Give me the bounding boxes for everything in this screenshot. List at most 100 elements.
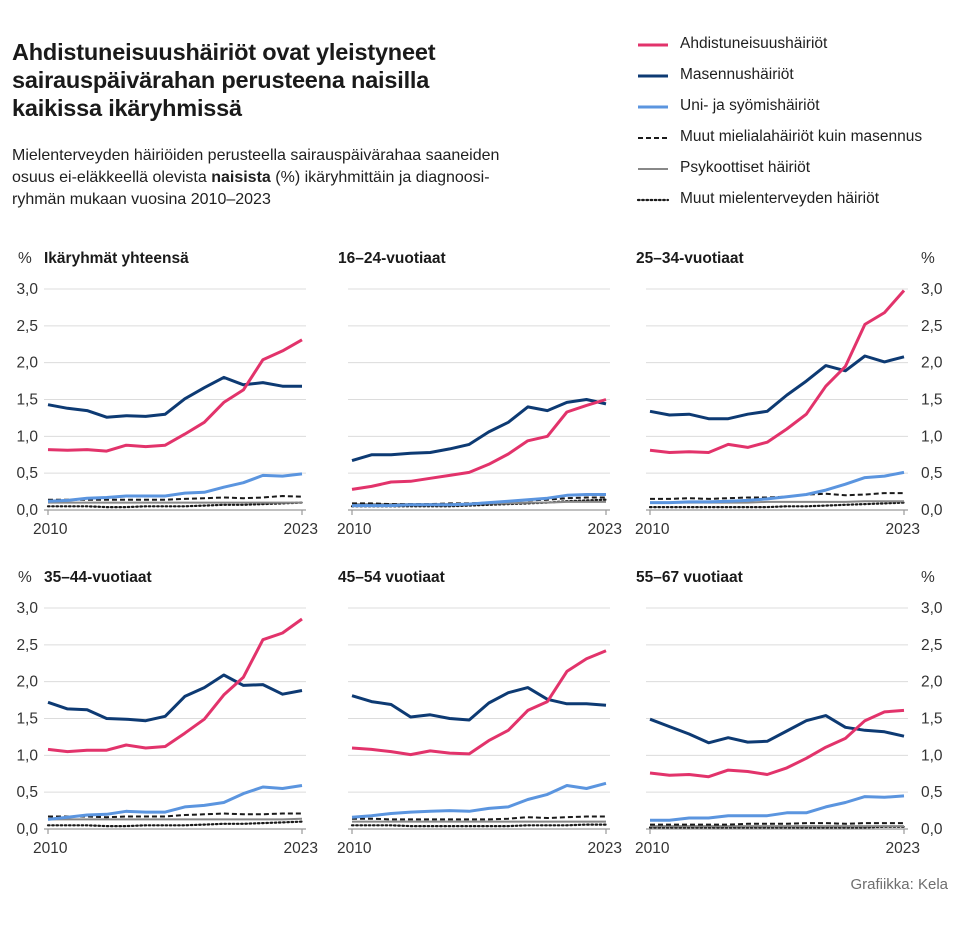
series-line-muut-mielenterveyden-häiriöt [648, 501, 906, 509]
series-line-masennushäiriöt [649, 354, 905, 421]
legend: Ahdistuneisuushäiriöt Masennushäiriöt Uni-… [636, 34, 956, 220]
legend-label: Masennushäiriöt [680, 66, 794, 83]
panel-title: 25–34-vuotiaat [636, 250, 744, 267]
series-line-muut-mielialahäiriöt-kuin-masennus [650, 822, 904, 826]
y-tick-label: 3,0 [16, 600, 38, 617]
subtitle-line: Mielenterveyden häiriöiden perusteella s… [12, 145, 612, 167]
series-line-masennushäiriöt [351, 686, 607, 722]
subtitle-text: osuus ei-eläkkeellä olevista [12, 169, 212, 186]
series-line-muut-mielenterveyden-häiriöt [648, 825, 906, 829]
legend-swatch [638, 137, 668, 139]
y-tick-label: 1,0 [921, 747, 943, 764]
x-tick-label: 2010 [337, 521, 372, 538]
y-tick-label: 2,0 [921, 674, 943, 691]
series-line-muut-mielialahäiriöt-kuin-masennus [48, 812, 302, 819]
y-tick-label: 2,5 [16, 637, 38, 654]
x-tick-label: 2010 [33, 521, 68, 538]
subtitle-emphasis: naisista [211, 169, 271, 186]
y-tick-label: 2,5 [921, 637, 943, 654]
panel-title: 55–67 vuotiaat [636, 569, 743, 586]
y-tick-label: 0,0 [921, 502, 943, 519]
x-tick-label: 2010 [635, 521, 670, 538]
legend-label: Ahdistuneisuushäiriöt [680, 35, 828, 52]
y-tick-label: 0,5 [921, 784, 943, 801]
series-line-masennushäiriöt [649, 714, 905, 745]
series-line-ahdistuneisuushäiriöt [649, 289, 906, 454]
series-line-muut-mielialahäiriöt-kuin-masennus [650, 492, 904, 500]
legend-swatch [638, 43, 668, 47]
unit-label: % [18, 569, 32, 586]
x-tick-label: 2023 [284, 521, 318, 538]
y-tick-label: 0,0 [16, 502, 38, 519]
y-tick-label: 1,5 [921, 392, 943, 409]
panel-title: 45–54 vuotiaat [338, 569, 445, 586]
series-line-uni-ja-syömishäiriöt [47, 472, 303, 503]
series-line-ahdistuneisuushäiriöt [351, 398, 607, 491]
series-line-muut-mielenterveyden-häiriöt [350, 823, 608, 828]
panel-title: 35–44-vuotiaat [44, 569, 152, 586]
series-line-masennushäiriöt [351, 398, 607, 463]
y-tick-label: 0,5 [16, 465, 38, 482]
legend-item: Uni- ja syömishäiriöt [636, 96, 956, 127]
main-title: Ahdistuneisuushäiriöt ovat yleistyneet s… [12, 38, 572, 122]
legend-swatch [638, 105, 668, 109]
series-line-muut-mielenterveyden-häiriöt [46, 501, 304, 509]
legend-swatch [636, 198, 670, 202]
y-tick-label: 1,5 [921, 711, 943, 728]
y-tick-label: 1,0 [16, 747, 38, 764]
y-tick-label: 3,0 [921, 600, 943, 617]
y-tick-label: 2,5 [16, 318, 38, 335]
title-line: sairauspäivärahan perusteena naisilla [12, 67, 430, 93]
title-line: Ahdistuneisuushäiriöt ovat yleistyneet [12, 39, 436, 65]
y-tick-label: 2,0 [921, 355, 943, 372]
chart-panel-1: 0,0 0,5 1,0 1,5 2,0 2,5 3,0% Ikäryhmät yhteensä… [16, 250, 318, 538]
x-tick-label: 2010 [33, 840, 68, 857]
subtitle-line: ryhmän mukaan vuosina 2010–2023 [12, 189, 612, 211]
series-line-muut-mielialahäiriöt-kuin-masennus [352, 815, 606, 821]
unit-label: % [921, 569, 935, 586]
x-tick-label: 2023 [886, 521, 920, 538]
legend-label: Muut mielenterveyden häiriöt [680, 190, 880, 207]
series-line-uni-ja-syömishäiriöt [351, 781, 607, 819]
y-tick-label: 3,0 [16, 281, 38, 298]
legend-swatch [638, 74, 668, 78]
y-tick-label: 2,0 [16, 355, 38, 372]
y-tick-label: 1,5 [16, 392, 38, 409]
credit: Grafiikka: Kela [850, 876, 948, 893]
x-tick-label: 2023 [588, 840, 622, 857]
legend-item: Muut mielenterveyden häiriöt [636, 189, 956, 220]
panel-title: 16–24-vuotiaat [338, 250, 446, 267]
chart-panel-2: 16–24-vuotiaat 2010 2023 [337, 250, 622, 538]
y-tick-label: 2,0 [16, 674, 38, 691]
legend-label: Muut mielialahäiriöt kuin masennus [680, 128, 923, 145]
y-tick-label: 0,5 [921, 465, 943, 482]
chart-panel-6: 0,0 0,5 1,0 1,5 2,0 2,5 3,0% 55–67 vuotiaat 2010… [635, 569, 943, 857]
series-line-ahdistuneisuushäiriöt [47, 617, 303, 754]
series-line-uni-ja-syömishäiriöt [47, 784, 303, 821]
series-line-psykoottiset-häiriöt [48, 817, 303, 821]
legend-item: Ahdistuneisuushäiriöt [636, 34, 956, 65]
chart-panel-5: 45–54 vuotiaat 2010 2023 [337, 569, 622, 857]
x-tick-label: 2023 [886, 840, 920, 857]
y-tick-label: 1,0 [921, 428, 943, 445]
series-line-masennushäiriöt [47, 375, 302, 419]
legend-item: Masennushäiriöt [636, 65, 956, 96]
legend-label: Psykoottiset häiriöt [680, 159, 811, 176]
panel-title: Ikäryhmät yhteensä [44, 250, 189, 267]
unit-label: % [18, 250, 32, 267]
chart-panel-4: 0,0 0,5 1,0 1,5 2,0 2,5 3,0% 35–44-vuotiaat 2010… [16, 569, 318, 857]
series-line-ahdistuneisuushäiriöt [649, 708, 905, 779]
series-line-ahdistuneisuushäiriöt [47, 338, 303, 453]
series-line-masennushäiriöt [47, 673, 303, 723]
subtitle-text: Mielenterveyden häiriöiden perusteella s… [12, 147, 500, 164]
legend-item: Muut mielialahäiriöt kuin masennus [636, 127, 956, 158]
chart-panel-3: 0,0 0,5 1,0 1,5 2,0 2,5 3,0% 25–34-vuotiaat 2010… [635, 250, 943, 538]
series-line-uni-ja-syömishäiriöt [650, 794, 905, 822]
series-line-uni-ja-syömishäiriöt [352, 493, 606, 508]
series-line-muut-mielenterveyden-häiriöt [46, 820, 304, 828]
series-line-muut-mielialahäiriöt-kuin-masennus [48, 495, 303, 501]
series-line-ahdistuneisuushäiriöt [351, 649, 607, 757]
subtitle: Mielenterveyden häiriöiden perusteella s… [12, 145, 612, 211]
unit-label: % [921, 250, 935, 267]
